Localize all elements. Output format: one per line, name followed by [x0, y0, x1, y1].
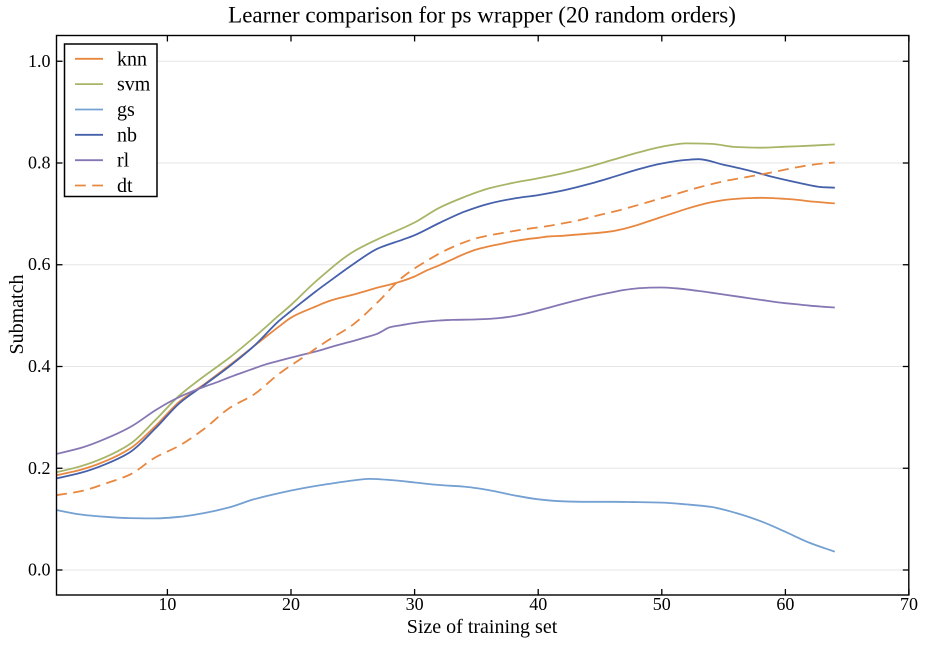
svg-text:0.2: 0.2 — [28, 458, 51, 478]
svg-text:0.6: 0.6 — [28, 254, 51, 274]
svg-text:0.8: 0.8 — [28, 153, 51, 173]
svg-text:rl: rl — [117, 150, 130, 172]
svg-text:1.0: 1.0 — [28, 51, 51, 71]
svg-text:0.0: 0.0 — [28, 560, 51, 580]
svg-text:knn: knn — [117, 48, 147, 70]
svg-text:svm: svm — [117, 74, 151, 96]
svg-text:50: 50 — [653, 594, 671, 614]
svg-text:Learner comparison for ps wrap: Learner comparison for ps wrapper (20 ra… — [228, 3, 736, 28]
svg-text:nb: nb — [117, 124, 137, 146]
svg-text:20: 20 — [282, 594, 300, 614]
svg-text:gs: gs — [117, 99, 135, 121]
svg-text:30: 30 — [406, 594, 424, 614]
svg-text:Submatch: Submatch — [6, 275, 28, 355]
svg-text:10: 10 — [158, 594, 176, 614]
svg-text:0.4: 0.4 — [28, 356, 51, 376]
svg-text:40: 40 — [529, 594, 547, 614]
svg-text:Size of training set: Size of training set — [407, 616, 558, 638]
svg-text:dt: dt — [117, 175, 133, 197]
svg-text:70: 70 — [900, 594, 918, 614]
svg-text:60: 60 — [776, 594, 794, 614]
